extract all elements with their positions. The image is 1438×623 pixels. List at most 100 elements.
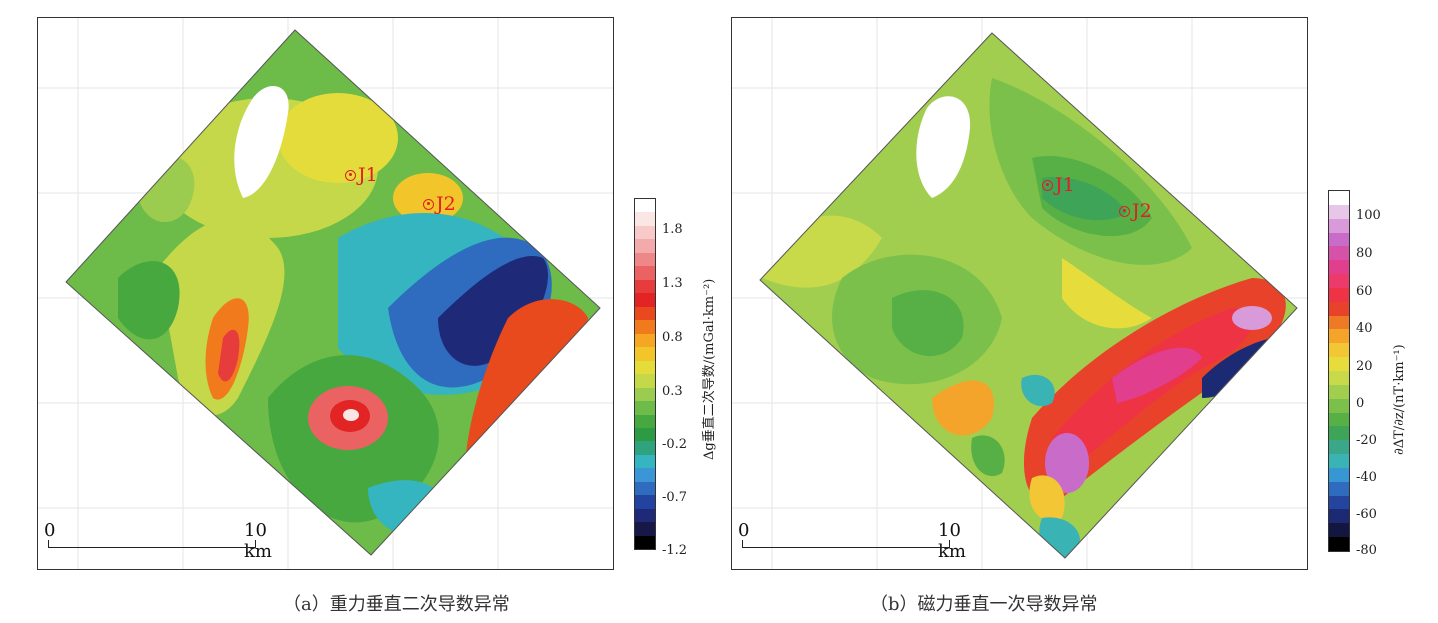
colorbar-segment — [1329, 509, 1349, 524]
colorbar-segment — [635, 347, 655, 361]
colorbar-tick-label: -0.7 — [662, 490, 688, 505]
colorbar-segment — [1329, 495, 1349, 510]
colorbar-segment — [635, 279, 655, 294]
colorbar-segment — [1329, 315, 1349, 330]
colorbar-segment — [635, 414, 655, 428]
colorbar-tick-label: 100 — [1356, 208, 1381, 223]
colorbar-segment — [1329, 232, 1349, 247]
colorbar-segment — [1329, 218, 1349, 233]
colorbar-segment — [635, 252, 655, 267]
colorbar-segment — [1329, 301, 1349, 316]
colorbar-gravity-title: Δg垂直二次导数/(mGal·km⁻²) — [702, 278, 717, 460]
colorbar-segment — [1329, 440, 1349, 455]
colorbar-segment — [635, 293, 655, 307]
colorbar-tick-label: -0.2 — [662, 437, 688, 452]
colorbar-segment — [1329, 204, 1349, 219]
colorbar-segment — [635, 522, 655, 536]
colorbar-segment — [635, 535, 655, 550]
colorbar-tick-label: -80 — [1356, 543, 1377, 558]
colorbar-tick-label: -60 — [1356, 507, 1377, 522]
colorbar-tick-label: 0 — [1356, 396, 1365, 411]
colorbar-magnetic — [1328, 190, 1350, 552]
colorbar-tick-label: 1.3 — [662, 276, 683, 291]
colorbar-segment — [635, 454, 655, 469]
colorbar-tick-label: 20 — [1356, 359, 1373, 374]
target-icon — [423, 198, 434, 210]
colorbar-segment — [635, 374, 655, 388]
scale-bar: 0 10 km — [738, 520, 966, 562]
colorbar-segment — [635, 481, 655, 496]
colorbar-segment — [635, 441, 655, 455]
colorbar-segment — [1329, 454, 1349, 468]
colorbar-segment — [1329, 274, 1349, 288]
colorbar-segment — [1329, 467, 1349, 482]
marker-j1: J1 — [1042, 174, 1075, 196]
colorbar-segment — [635, 401, 655, 415]
data-gap — [234, 86, 289, 198]
colorbar-segment — [1329, 426, 1349, 441]
magnetic-anomaly-field — [760, 33, 1297, 558]
colorbar-segment — [1329, 481, 1349, 496]
target-icon — [345, 169, 356, 181]
marker-j2: J2 — [1119, 200, 1152, 222]
colorbar-segment — [635, 199, 655, 213]
colorbar-segment — [1329, 357, 1349, 371]
target-icon — [1119, 205, 1130, 217]
colorbar-segment — [1329, 191, 1349, 205]
colorbar-segment — [635, 333, 655, 348]
colorbar-segment — [635, 239, 655, 253]
colorbar-segment — [1329, 329, 1349, 344]
colorbar-tick-label: 80 — [1356, 246, 1373, 261]
scale-end-label: 10 km — [244, 520, 272, 562]
colorbar-tick-label: 0.8 — [662, 330, 683, 345]
colorbar-segment — [635, 306, 655, 321]
marker-j1: J1 — [345, 164, 378, 186]
colorbar-segment — [635, 427, 655, 442]
colorbar-tick-label: 60 — [1356, 284, 1373, 299]
colorbar-segment — [1329, 370, 1349, 385]
colorbar-segment — [635, 225, 655, 240]
colorbar-segment — [1329, 412, 1349, 427]
colorbar-segment — [635, 387, 655, 402]
marker-label: J1 — [358, 164, 378, 186]
colorbar-segment — [635, 212, 655, 226]
colorbar-tick-label: 0.3 — [662, 384, 683, 399]
panel-gravity-map: J1 J2 0 10 km — [37, 17, 614, 570]
caption-magnetic: （b）磁力垂直一次导数异常 — [870, 594, 1098, 615]
colorbar-segment — [635, 468, 655, 482]
colorbar-segment — [635, 495, 655, 509]
colorbar-segment — [1329, 537, 1349, 551]
scale-zero-label: 0 — [44, 520, 56, 541]
colorbar-tick-label: 1.8 — [662, 222, 683, 237]
colorbar-tick-label: -20 — [1356, 433, 1377, 448]
marker-label: J2 — [1132, 200, 1152, 222]
marker-label: J1 — [1055, 174, 1075, 196]
magnetic-anomaly-map — [732, 18, 1307, 569]
colorbar-segment — [1329, 260, 1349, 275]
colorbar-segment — [1329, 343, 1349, 358]
marker-j2: J2 — [423, 193, 456, 215]
target-icon — [1042, 179, 1053, 191]
data-gap — [916, 96, 971, 198]
colorbar-segment — [1329, 246, 1349, 261]
caption-gravity: （a）重力垂直二次导数异常 — [283, 594, 510, 615]
panel-magnetic-map: J1 J2 0 10 km — [731, 17, 1308, 570]
colorbar-tick-label: -40 — [1356, 470, 1377, 485]
colorbar-segment — [635, 360, 655, 375]
colorbar-segment — [635, 320, 655, 334]
scale-bar: 0 10 km — [44, 520, 272, 562]
marker-label: J2 — [436, 193, 456, 215]
scale-zero-label: 0 — [738, 520, 750, 541]
gravity-anomaly-map — [38, 18, 613, 569]
colorbar-gravity — [634, 198, 656, 550]
colorbar-segment — [1329, 287, 1349, 302]
colorbar-segment — [635, 266, 655, 280]
colorbar-segment — [1329, 384, 1349, 399]
colorbar-tick-label: 40 — [1356, 321, 1373, 336]
colorbar-tick-label: -1.2 — [662, 543, 688, 558]
scale-end-label: 10 km — [938, 520, 966, 562]
gravity-anomaly-field — [66, 30, 600, 555]
colorbar-magnetic-title: ∂ΔT/∂z/(nT·km⁻¹) — [1392, 344, 1407, 455]
colorbar-segment — [635, 508, 655, 523]
colorbar-segment — [1329, 523, 1349, 538]
